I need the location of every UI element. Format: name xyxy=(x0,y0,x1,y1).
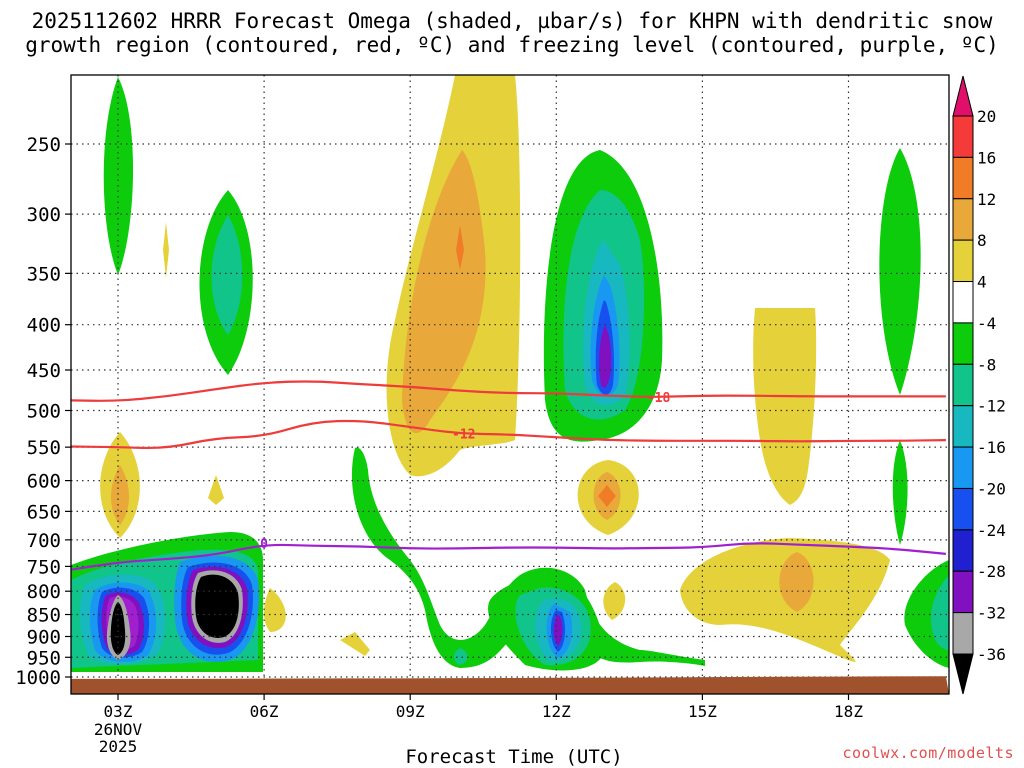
contour-label: -12 xyxy=(452,428,475,443)
contour-label: 0 xyxy=(260,537,268,552)
legend-arrow-top xyxy=(952,75,974,117)
x-tick-label: 12Z xyxy=(542,702,571,721)
legend-label: -20 xyxy=(977,479,1006,498)
legend-label: 4 xyxy=(977,273,987,292)
x-tick-label: 15Z xyxy=(688,702,717,721)
color-legend: 20 16 12 8 4 -4 -8 -12 -16 -20 -24 -28 -32 -36 xyxy=(952,75,1006,695)
x-tick-label: 03Z xyxy=(104,702,133,721)
y-tick-label: 250 xyxy=(27,134,61,156)
source-credit: coolwx.com/modelts xyxy=(842,744,1014,762)
legend-label: 16 xyxy=(977,148,996,167)
legend-label: -4 xyxy=(977,314,996,333)
omega-region xyxy=(892,440,908,545)
omega-region xyxy=(879,148,921,395)
omega-region xyxy=(208,475,224,505)
y-tick-label: 850 xyxy=(27,605,61,627)
y-tick-label: 300 xyxy=(27,204,61,226)
omega-region xyxy=(110,602,126,655)
omega-region xyxy=(340,632,370,656)
legend-label: -8 xyxy=(977,355,996,374)
legend-label: -28 xyxy=(977,562,1006,581)
omega-shading-layer xyxy=(71,75,949,672)
omega-region xyxy=(103,77,134,275)
omega-region xyxy=(211,215,243,335)
omega-region xyxy=(456,225,464,270)
legend-swatch xyxy=(952,405,974,448)
y-axis: 2503003504004505005506006507007508008509… xyxy=(15,134,71,689)
x-axis-title: Forecast Time (UTC) xyxy=(405,746,623,768)
omega-region xyxy=(264,588,286,632)
x-tick-year: 2025 xyxy=(99,737,138,756)
omega-region xyxy=(599,325,612,388)
omega-region xyxy=(402,150,486,434)
legend-swatch xyxy=(952,487,974,531)
legend-swatch xyxy=(952,198,974,241)
ground-surface xyxy=(71,676,949,694)
omega-region xyxy=(195,574,239,638)
x-tick-label: 06Z xyxy=(250,702,279,721)
y-tick-label: 450 xyxy=(27,360,61,382)
omega-region xyxy=(163,222,169,278)
y-tick-label: 1000 xyxy=(15,667,61,689)
omega-region xyxy=(598,485,616,507)
omega-region xyxy=(454,648,468,665)
omega-region xyxy=(753,308,817,505)
y-tick-label: 400 xyxy=(27,315,61,337)
contour-line-0 xyxy=(71,542,947,571)
legend-swatch xyxy=(952,363,974,407)
contour-label: -18 xyxy=(647,391,671,406)
x-tick-date: 26NOV xyxy=(94,720,143,739)
contour-line-m12 xyxy=(71,419,946,450)
legend-swatch xyxy=(952,446,974,489)
omega-region xyxy=(603,582,626,620)
omega-region xyxy=(930,575,949,650)
y-tick-label: 750 xyxy=(27,556,61,578)
y-tick-label: 950 xyxy=(27,647,61,669)
legend-swatch xyxy=(952,570,974,614)
y-tick-label: 650 xyxy=(27,501,61,523)
legend-label: -24 xyxy=(977,521,1006,540)
legend-label: 8 xyxy=(977,231,987,250)
legend-label: -36 xyxy=(977,645,1006,664)
legend-arrow-bottom xyxy=(952,653,974,695)
plot-frame xyxy=(70,74,950,695)
legend-swatch xyxy=(952,281,974,324)
omega-region xyxy=(553,615,563,646)
legend-swatch xyxy=(952,115,974,158)
x-tick-label: 18Z xyxy=(834,702,863,721)
legend-swatch xyxy=(952,322,974,365)
legend-swatch xyxy=(952,612,974,655)
y-tick-label: 800 xyxy=(27,581,61,603)
legend-swatch xyxy=(952,156,974,200)
legend-label: 20 xyxy=(977,107,996,126)
legend-label: -12 xyxy=(977,397,1006,416)
contour-layer: -18 -12 0 xyxy=(71,380,947,571)
legend-swatch xyxy=(952,239,974,283)
legend-label: -16 xyxy=(977,438,1006,457)
omega-region xyxy=(779,552,814,612)
chart-title-line2: growth region (contoured, red, ºC) and f… xyxy=(25,33,999,57)
x-tick-label: 09Z xyxy=(396,702,425,721)
legend-swatch xyxy=(952,529,974,572)
y-tick-label: 350 xyxy=(27,263,61,285)
y-tick-label: 500 xyxy=(27,401,61,423)
y-tick-label: 600 xyxy=(27,471,61,493)
y-tick-label: 700 xyxy=(27,530,61,552)
contour-line-m18 xyxy=(71,380,946,402)
legend-label: -32 xyxy=(977,604,1006,623)
y-tick-label: 900 xyxy=(27,626,61,648)
chart-title-line1: 2025112602 HRRR Forecast Omega (shaded, … xyxy=(31,9,993,33)
y-tick-label: 550 xyxy=(27,437,61,459)
legend-label: 12 xyxy=(977,190,996,209)
